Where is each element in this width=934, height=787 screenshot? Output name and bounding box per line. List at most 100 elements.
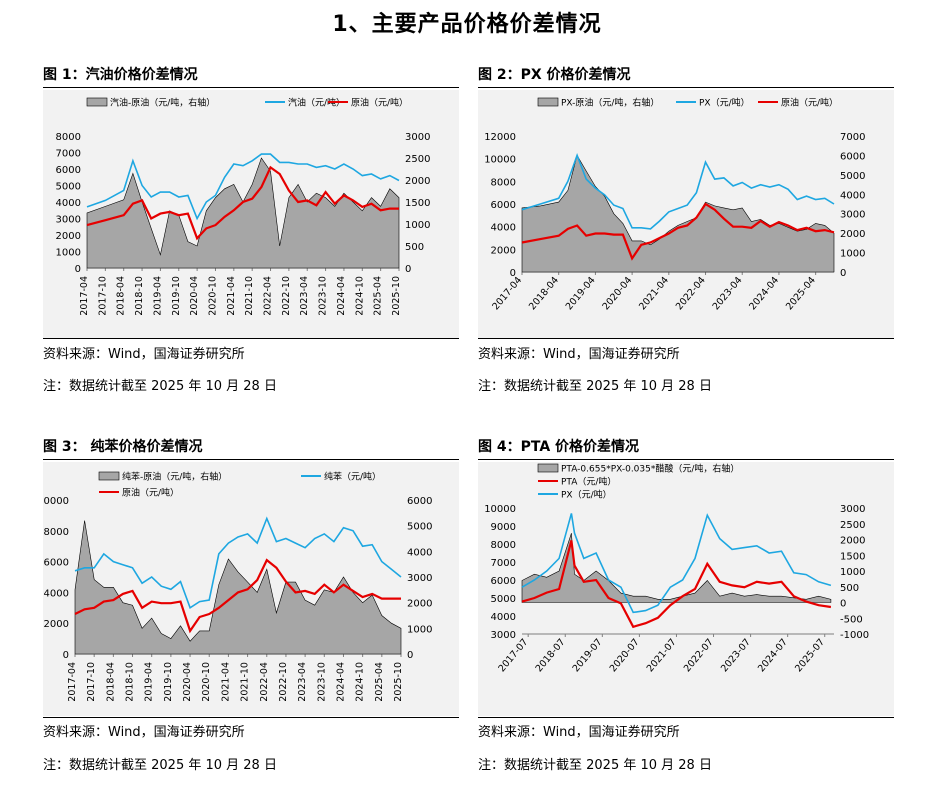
figure-4-bottom-rule <box>478 717 894 718</box>
right-axis-tick-label: 3000 <box>840 210 865 221</box>
x-axis-tick-label: 2023-04 <box>297 662 308 702</box>
right-axis-tick-label: 2000 <box>405 176 430 187</box>
figure-1-top-rule <box>43 87 459 88</box>
right-axis-tick-label: 5000 <box>840 171 865 182</box>
x-axis-tick-label: 2024-04 <box>335 662 346 702</box>
x-axis-tick-label: 2023-10 <box>316 662 327 702</box>
legend-swatch-spread <box>537 463 559 473</box>
left-axis-tick-label: 6000 <box>44 558 69 569</box>
figure-1-chart: 0 1000 2000 3000 4000 5000 6000 7000 8000 0 500 100… <box>43 90 459 338</box>
figure-2-source: 资料来源：Wind，国海证券研究所 <box>478 347 680 362</box>
figure-2-bottom-rule <box>478 338 894 339</box>
figure-3-top-rule <box>43 459 459 460</box>
right-axis-tick-label: 1500 <box>840 551 865 562</box>
left-axis-tick-label: 2000 <box>491 245 516 256</box>
left-axis-tick-label: 8000 <box>56 132 81 143</box>
series-area-spread <box>521 154 835 273</box>
right-axis-tick-label: 3000 <box>407 573 432 584</box>
right-axis-tick-label: 4000 <box>840 190 865 201</box>
left-axis-tick-label: 4000 <box>491 612 516 623</box>
figure-3-bottom-rule <box>43 717 459 718</box>
legend-label: 原油（元/吨） <box>122 487 179 499</box>
figure-2-top-rule <box>478 87 894 88</box>
x-axis-tick-label: 2024-04 <box>336 276 347 316</box>
x-axis-tick-label: 2017-10 <box>86 662 97 702</box>
figure-3-note: 注：数据统计截至 2025 年 10 月 28 日 <box>43 758 277 773</box>
figure-2-note: 注：数据统计截至 2025 年 10 月 28 日 <box>478 379 712 394</box>
left-axis-tick-label: 0 <box>75 264 81 275</box>
left-axis-tick-label: 6000 <box>491 576 516 587</box>
legend-label: 原油（元/吨） <box>351 97 408 109</box>
x-axis-tick-label: 2022-04 <box>259 662 270 702</box>
x-axis-tick-label: 2025-10 <box>391 276 402 316</box>
left-axis-tick-label: 10000 <box>484 504 516 515</box>
x-axis-tick-label: 2018-10 <box>125 662 136 702</box>
figure-4-panel: 图 4：PTA 价格价差情况 3000 4000 5000 6000 7000 8000 9… <box>478 436 902 776</box>
right-axis-tick-label: 1000 <box>840 567 865 578</box>
x-axis-tick-label: 2021-10 <box>244 276 255 316</box>
figure-4-title: 图 4：PTA 价格价差情况 <box>478 439 640 455</box>
right-axis-tick-label: 500 <box>840 583 859 594</box>
right-axis-tick-label: -1000 <box>840 630 869 641</box>
series-line-red <box>521 202 835 261</box>
right-axis-tick-label: 1000 <box>840 249 865 260</box>
right-axis-tick-label: 2500 <box>405 154 430 165</box>
figure-4-note: 注：数据统计截至 2025 年 10 月 28 日 <box>478 758 712 773</box>
right-axis-tick-label: 1500 <box>405 198 430 209</box>
x-axis-tick-label: 2020-10 <box>207 276 218 316</box>
left-axis-tick-label: 5000 <box>56 182 81 193</box>
series-line-red <box>86 165 399 241</box>
x-axis-tick-label: 2019-04 <box>152 276 163 316</box>
figure-3-chart: 0 2000 4000 6000 8000 10000 0 1000 2000 3000 4000 5… <box>43 462 459 716</box>
right-axis-tick-label: 2000 <box>840 229 865 240</box>
left-axis-tick-label: 6000 <box>56 165 81 176</box>
left-axis-tick-label: 7000 <box>56 149 81 160</box>
right-axis-tick-label: 2500 <box>840 520 865 531</box>
left-axis-tick-label: 12000 <box>484 132 516 143</box>
series-line-blue <box>74 516 402 610</box>
right-axis-tick-label: -500 <box>840 614 863 625</box>
series-area-spread <box>74 520 402 655</box>
series-line-red <box>74 558 401 634</box>
x-axis-tick-label: 2021-04 <box>226 276 237 316</box>
x-axis-tick-label: 2022-04 <box>263 276 274 316</box>
left-axis-tick-label: 2000 <box>56 231 81 242</box>
figure-1-note: 注：数据统计截至 2025 年 10 月 28 日 <box>43 379 277 394</box>
left-axis-tick-label: 8000 <box>491 540 516 551</box>
right-axis-tick-label: 1000 <box>407 624 432 635</box>
figure-4-source: 资料来源：Wind，国海证券研究所 <box>478 725 680 740</box>
left-axis-tick-label: 8000 <box>491 177 516 188</box>
legend-label: 汽油-原油（元/吨，右轴） <box>110 97 215 109</box>
figure-4-top-rule <box>478 459 894 460</box>
legend-label: 纯苯-原油（元/吨，右轴） <box>122 471 227 483</box>
left-axis-tick-label: 8000 <box>44 527 69 538</box>
left-axis-tick-label: 6000 <box>491 200 516 211</box>
right-axis-tick-label: 3000 <box>840 504 865 515</box>
right-axis-tick-label: 2000 <box>407 599 432 610</box>
figure-1-source: 资料来源：Wind，国海证券研究所 <box>43 347 245 362</box>
figure-2-panel: 图 2：PX 价格价差情况 0 2000 4000 6000 8000 10000 1200… <box>478 64 902 404</box>
x-axis-tick-label: 2021-10 <box>240 662 251 702</box>
left-axis-tick-label: 7000 <box>491 558 516 569</box>
right-axis-tick-label: 0 <box>405 264 411 275</box>
legend-label: 纯苯（元/吨） <box>324 471 381 483</box>
x-axis-tick-label: 2025-10 <box>393 662 404 702</box>
x-axis-tick-label: 2019-10 <box>171 276 182 316</box>
left-axis-tick-label: 10000 <box>484 155 516 166</box>
left-axis-tick-label: 0 <box>63 650 69 661</box>
legend-label: PX（元/吨） <box>699 97 750 109</box>
right-axis-tick-label: 6000 <box>840 151 865 162</box>
x-axis-tick-label: 2025-04 <box>373 276 384 316</box>
right-axis-tick-label: 0 <box>840 599 846 610</box>
series-line-red <box>521 540 832 629</box>
figure-3-title: 图 3： 纯苯价格价差情况 <box>43 439 203 455</box>
left-axis-tick-label: 4000 <box>491 223 516 234</box>
legend-label: 原油（元/吨） <box>781 97 838 109</box>
x-axis-tick-label: 2023-10 <box>318 276 329 316</box>
x-axis-tick-label: 2020-10 <box>201 662 212 702</box>
x-axis-tick-label: 2024-10 <box>355 662 366 702</box>
series-line-blue <box>521 513 832 614</box>
x-axis-tick-label: 2018-04 <box>105 662 116 702</box>
x-axis-tick-label: 2019-10 <box>163 662 174 702</box>
legend-swatch-spread <box>537 97 559 107</box>
